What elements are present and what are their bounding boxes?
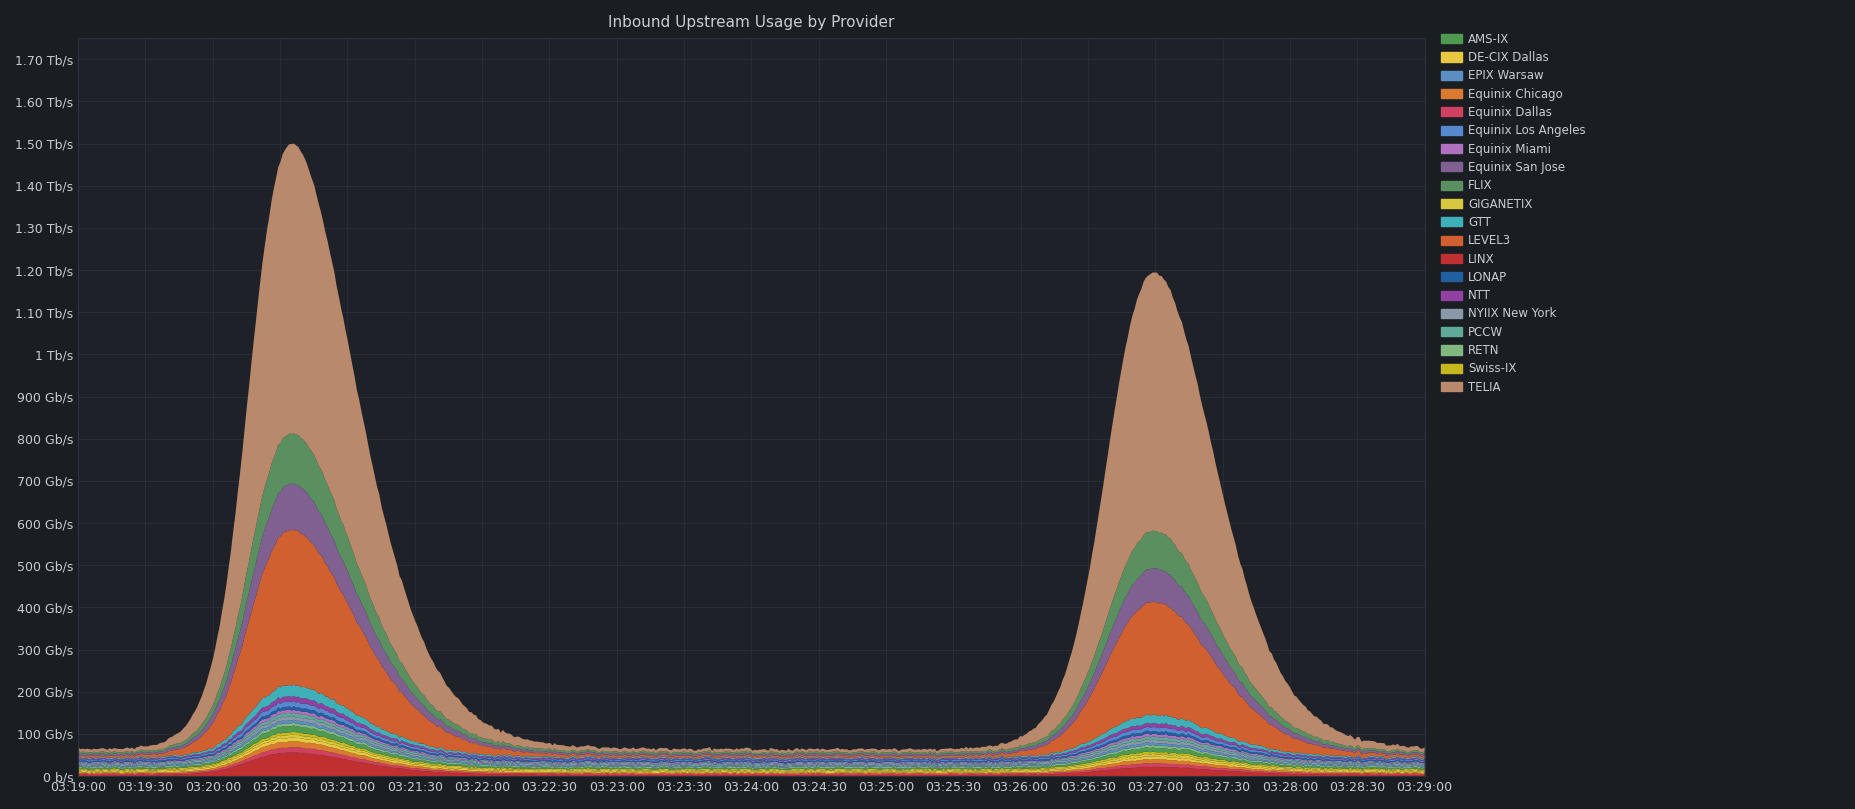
Title: Inbound Upstream Usage by Provider: Inbound Upstream Usage by Provider [608,15,894,30]
Legend: AMS-IX, DE-CIX Dallas, EPIX Warsaw, Equinix Chicago, Equinix Dallas, Equinix Los: AMS-IX, DE-CIX Dallas, EPIX Warsaw, Equi… [1438,29,1590,397]
